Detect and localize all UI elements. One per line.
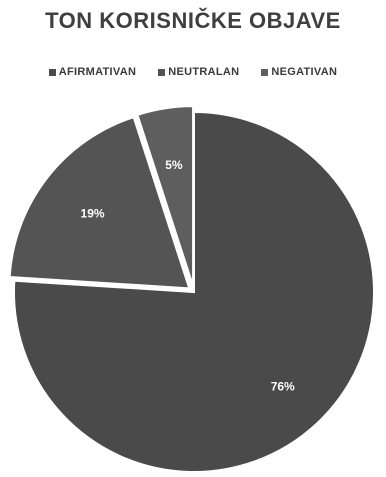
- legend-swatch-afirmativan: [48, 68, 56, 76]
- pie-slice-negativan: [136, 105, 195, 287]
- legend-swatch-negativan: [261, 68, 269, 76]
- legend-label-neutralan: NEUTRALAN: [168, 66, 240, 78]
- pie-slice-neutralan: [8, 115, 191, 290]
- chart-legend: AFIRMATIVAN NEUTRALAN NEGATIVAN: [0, 66, 386, 78]
- legend-item-neutralan: NEUTRALAN: [158, 66, 239, 78]
- chart-title: TON KORISNIČKE OBJAVE: [45, 8, 341, 33]
- legend-item-negativan: NEGATIVAN: [261, 66, 337, 78]
- legend-label-negativan: NEGATIVAN: [271, 66, 338, 78]
- slice-label-neutralan: 19%: [81, 206, 105, 220]
- slice-label-afirmativan: 76%: [271, 379, 295, 393]
- pie-slice-afirmativan: [13, 110, 375, 473]
- slice-label-negativan: 5%: [165, 158, 183, 172]
- legend-label-afirmativan: AFIRMATIVAN: [58, 66, 137, 78]
- legend-item-afirmativan: AFIRMATIVAN: [48, 66, 137, 78]
- legend-swatch-neutralan: [158, 68, 166, 76]
